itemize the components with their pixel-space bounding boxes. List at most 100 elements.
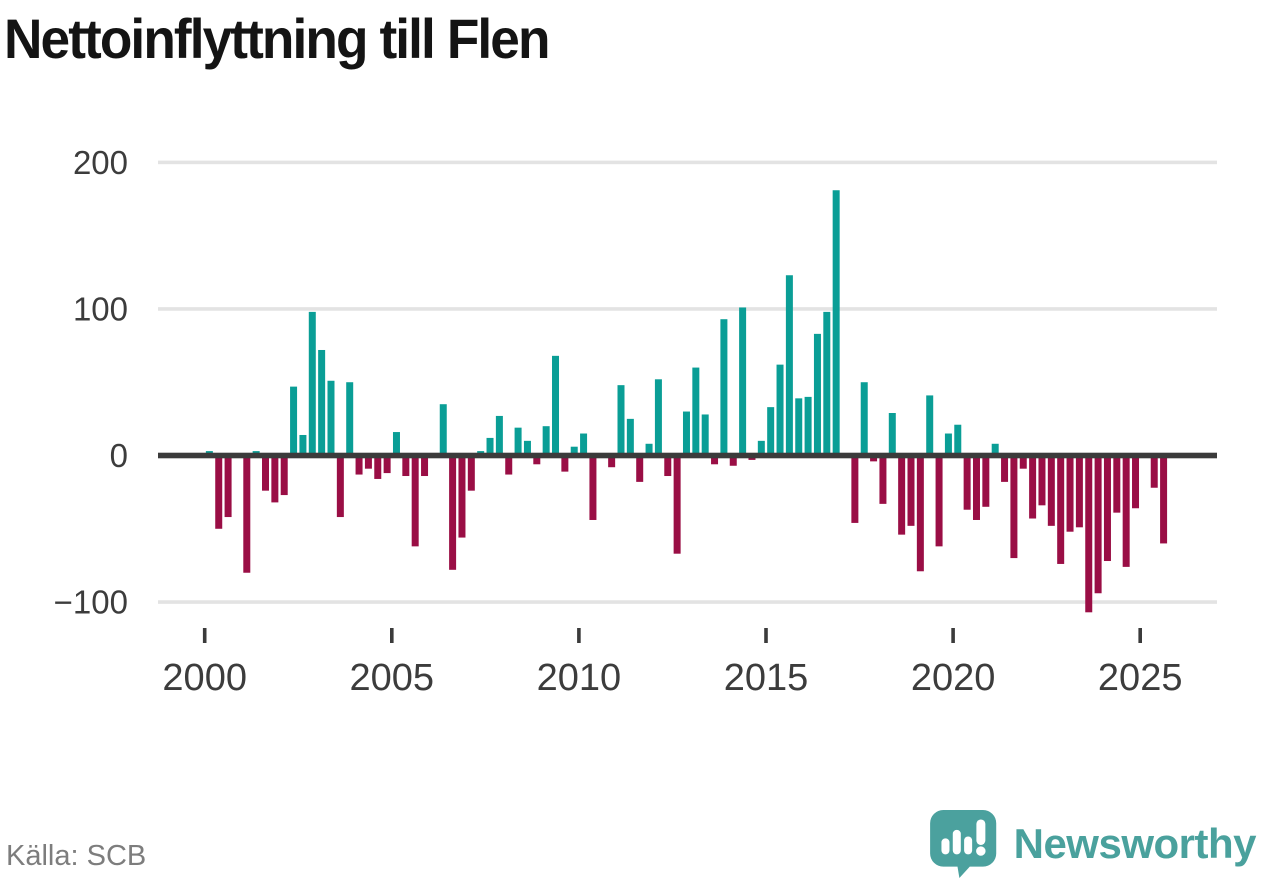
bar-2019Q1	[916, 455, 924, 572]
bar-2012Q2	[664, 455, 672, 477]
bar-2025Q3	[1160, 455, 1168, 544]
y-axis-label--100: −100	[54, 584, 128, 621]
chart-title: Nettoinflyttning till Flen	[4, 7, 550, 70]
x-axis-label-2015: 2015	[724, 657, 809, 699]
bar-2020Q4	[982, 455, 990, 507]
bar-2010Q2	[589, 455, 597, 520]
bar-2009Q4	[570, 446, 578, 456]
x-axis-label-2000: 2000	[162, 657, 247, 699]
bar-2015Q2	[776, 364, 784, 456]
bar-2003Q4	[346, 382, 354, 456]
newsworthy-bar-chart-bubble-icon	[929, 810, 996, 878]
bar-2015Q1	[767, 407, 775, 456]
bar-2001Q1	[243, 455, 251, 573]
bar-2013Q2	[701, 414, 709, 456]
bar-2007Q4	[495, 415, 503, 456]
bar-2005Q4	[421, 455, 429, 477]
bar-2022Q2	[1038, 455, 1046, 506]
bar-2023Q2	[1075, 455, 1083, 528]
bar-2018Q3	[898, 455, 906, 535]
bar-2016Q4	[832, 190, 840, 456]
bar-2017Q2	[851, 455, 859, 523]
bar-2000Q2	[215, 455, 223, 529]
bar-2021Q1	[991, 443, 999, 456]
bar-2008Q3	[523, 440, 531, 456]
bar-2002Q1	[280, 455, 288, 496]
bar-2001Q4	[271, 455, 279, 503]
bar-2005Q3	[411, 455, 419, 547]
bar-2006Q3	[449, 455, 457, 570]
bar-2015Q3	[785, 275, 793, 456]
bar-2002Q2	[290, 386, 298, 456]
bar-2016Q1	[804, 396, 812, 456]
bar-2024Q4	[1132, 455, 1140, 509]
bar-2003Q1	[318, 349, 326, 456]
bar-2007Q3	[486, 437, 494, 456]
bar-2011Q4	[645, 443, 653, 456]
bar-2005Q1	[392, 432, 400, 456]
bar-2012Q3	[673, 455, 681, 554]
source-label: Källa: SCB	[6, 840, 147, 872]
bar-2003Q3	[336, 455, 344, 518]
bar-2006Q4	[458, 455, 466, 538]
bar-2004Q2	[364, 455, 372, 469]
newsworthy-logo: Newsworthy	[929, 810, 1257, 878]
gridline-y-100	[158, 307, 1217, 311]
bar-2019Q3	[935, 455, 943, 547]
bar-2019Q4	[944, 433, 952, 456]
bar-2020Q3	[972, 455, 980, 520]
bar-2009Q3	[561, 455, 569, 472]
x-axis-label-2010: 2010	[537, 657, 622, 699]
bar-2013Q1	[692, 367, 700, 456]
x-axis-tick-2000	[202, 628, 207, 643]
bar-2023Q3	[1085, 455, 1093, 613]
bar-2022Q1	[1029, 455, 1037, 519]
bar-2021Q4	[1019, 455, 1027, 469]
bar-2013Q3	[711, 455, 719, 465]
bar-2009Q2	[552, 355, 560, 456]
x-axis-tick-2020	[951, 628, 955, 643]
bar-2023Q4	[1094, 455, 1102, 594]
bar-2025Q2	[1150, 455, 1158, 488]
y-axis-label-200: 200	[73, 144, 128, 181]
bar-2004Q3	[374, 455, 382, 479]
bar-chart-plot: 200 100 0 −100 2000 2005 2010 2015 2020 2025	[54, 144, 1217, 699]
bar-2007Q1	[467, 455, 475, 491]
bar-2010Q4	[608, 455, 616, 468]
x-axis-tick-2010	[577, 628, 581, 643]
x-axis-label-2005: 2005	[350, 657, 435, 699]
bar-2002Q3	[299, 434, 307, 456]
x-axis-label-2025: 2025	[1098, 657, 1183, 699]
bar-2003Q2	[327, 380, 335, 456]
bar-2019Q2	[926, 395, 934, 456]
newsworthy-logo-text: Newsworthy	[1013, 820, 1257, 867]
bar-2021Q2	[1001, 455, 1009, 482]
bar-2018Q1	[879, 455, 887, 504]
bar-2017Q3	[860, 382, 868, 456]
bar-2011Q1	[617, 385, 625, 456]
bar-2014Q4	[757, 440, 765, 456]
bar-2024Q2	[1113, 455, 1121, 513]
bar-2024Q1	[1103, 455, 1111, 562]
bar-2011Q3	[636, 455, 644, 482]
bar-2018Q2	[888, 413, 896, 456]
bar-2013Q4	[720, 319, 728, 456]
bar-2004Q4	[383, 455, 391, 474]
bar-2008Q2	[514, 427, 522, 456]
bar-2020Q1	[954, 424, 962, 456]
bar-2002Q4	[308, 311, 316, 456]
bar-2012Q4	[682, 411, 690, 456]
bar-2008Q1	[505, 455, 513, 475]
bar-2016Q3	[823, 311, 831, 456]
bar-2022Q3	[1047, 455, 1055, 526]
bar-2022Q4	[1057, 455, 1065, 564]
bar-2024Q3	[1122, 455, 1130, 567]
bar-2021Q3	[1010, 455, 1018, 559]
bar-2009Q1	[542, 426, 550, 456]
x-axis-tick-2025	[1138, 628, 1142, 643]
bar-2012Q1	[654, 379, 662, 456]
y-axis-label-0: 0	[110, 437, 128, 474]
bar-2005Q2	[402, 455, 410, 477]
x-axis-label-2020: 2020	[911, 657, 996, 699]
